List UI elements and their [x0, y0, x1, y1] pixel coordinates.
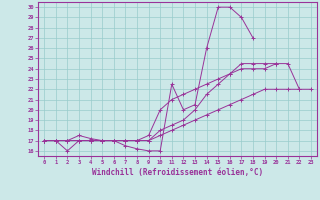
X-axis label: Windchill (Refroidissement éolien,°C): Windchill (Refroidissement éolien,°C)	[92, 168, 263, 177]
